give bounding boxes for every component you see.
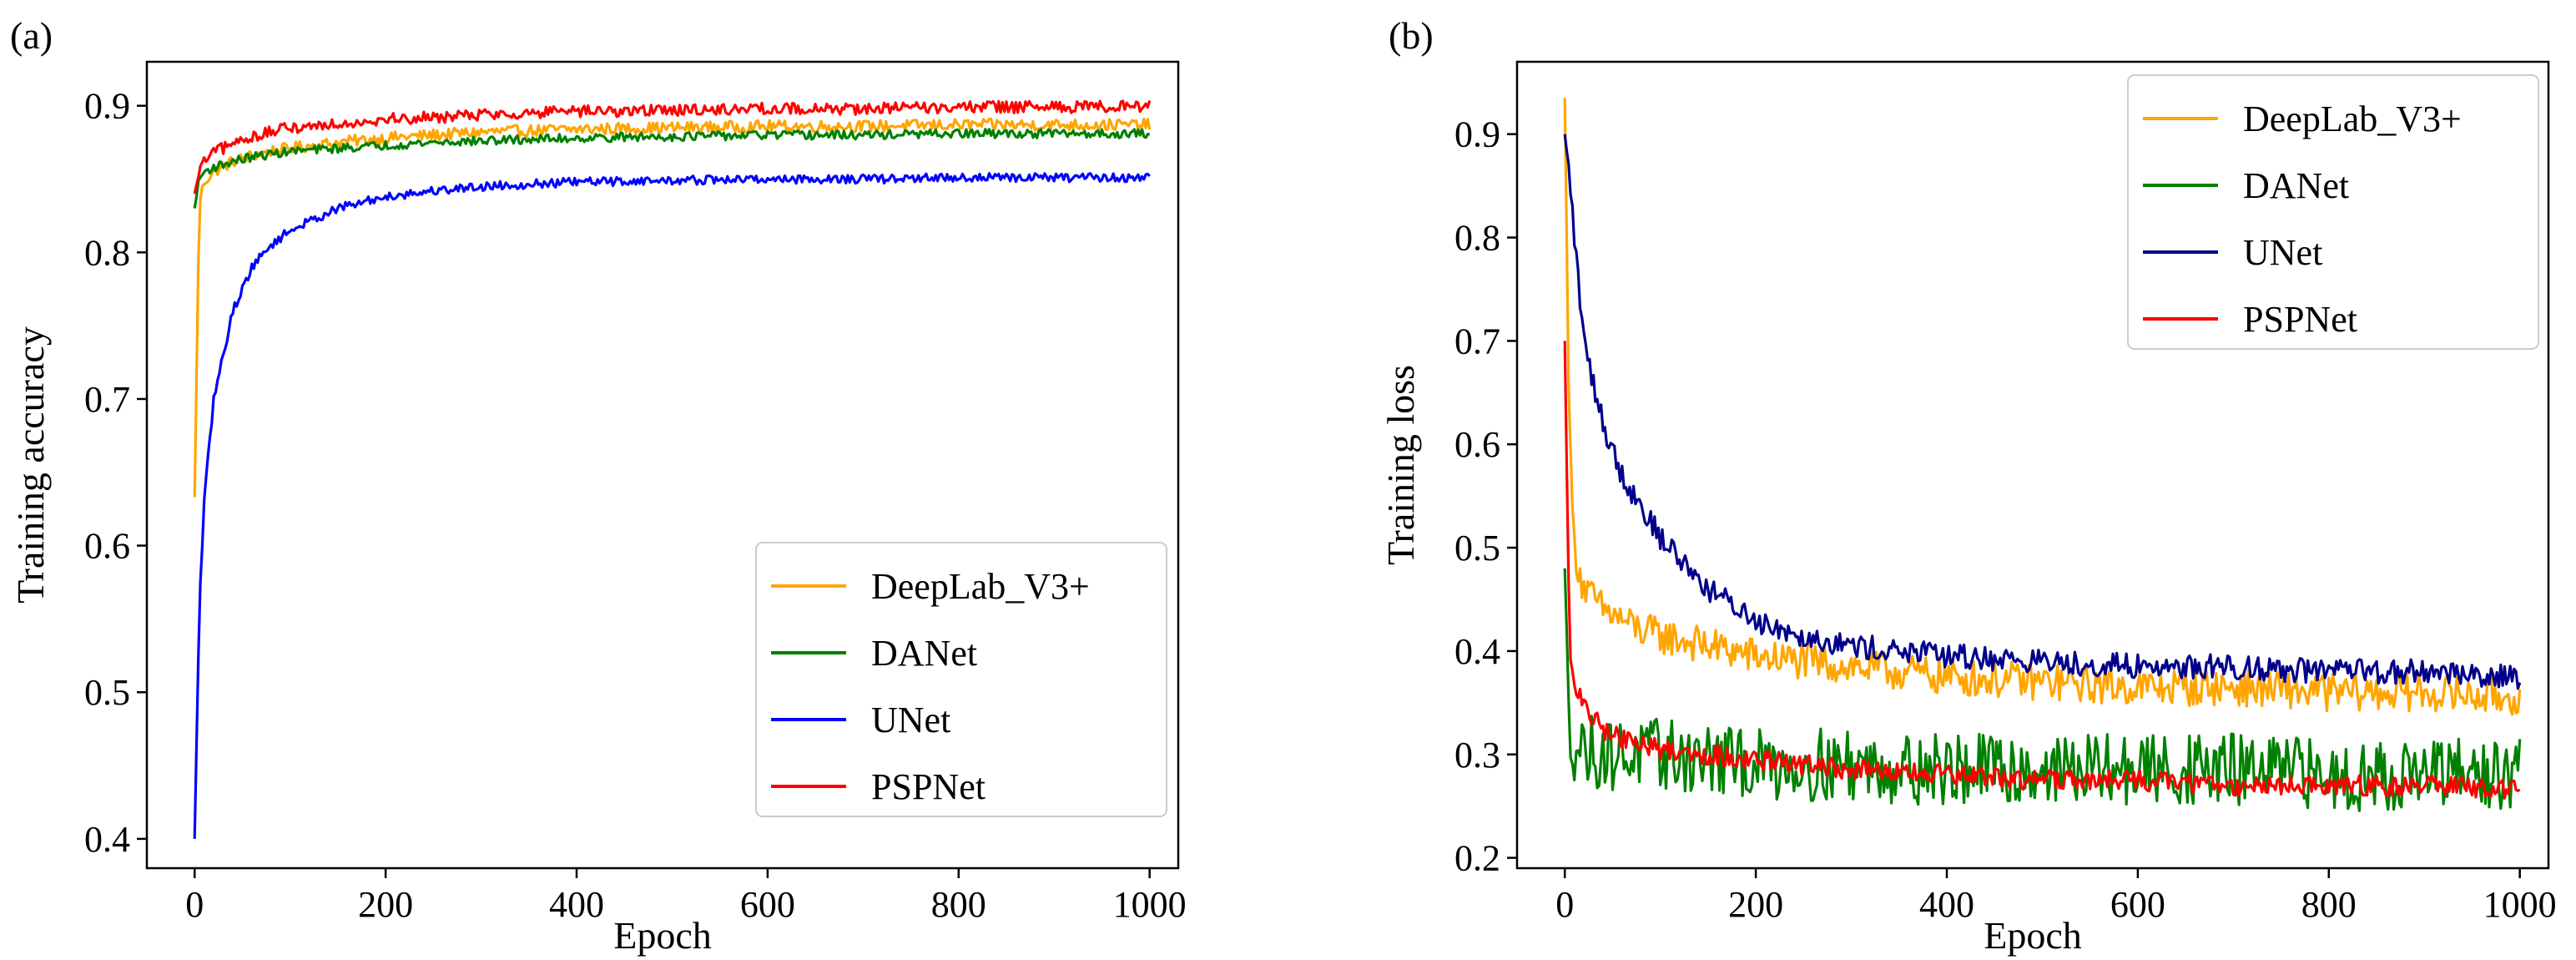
panel-a-y-tick-label: 0.4 <box>84 819 130 860</box>
panel-b-plot-frame <box>1515 60 2550 870</box>
panel-b-x-tick-label: 600 <box>2110 884 2165 925</box>
panel-a-x-tick-label: 200 <box>358 884 413 925</box>
panel-label-a: (a) <box>10 14 53 57</box>
panel-a-x-tick-label: 0 <box>185 884 204 925</box>
panel-b-series-unet <box>1563 134 2522 690</box>
panel-a-y-ticks: 0.4 0.5 0.6 0.7 0.8 0.9 <box>84 86 147 860</box>
panel-b-legend: DeepLab_V3+ DANet UNet PSPNet <box>2127 74 2539 350</box>
panel-a-x-tick-label: 600 <box>740 884 795 925</box>
panel-b-y-tick-label: 0.6 <box>1454 424 1500 465</box>
panel-b-y-tick-label: 0.2 <box>1454 838 1500 879</box>
panel-a-plot-frame <box>145 60 1180 870</box>
panel-b-legend-box <box>2127 74 2539 350</box>
panel-b-y-ticks: 0.2 0.3 0.4 0.5 0.6 0.7 0.8 0.9 <box>1454 114 1517 879</box>
panel-a: (a) 0 200 400 600 800 1000 0.4 0.5 0.6 0.7 0.8 0.9… <box>9 14 1187 957</box>
panel-a-x-tick-label: 800 <box>931 884 986 925</box>
panel-a-x-axis-label: Epoch <box>613 914 712 957</box>
panel-b-x-tick-label: 0 <box>1555 884 1574 925</box>
panel-a-y-tick-label: 0.9 <box>84 86 130 127</box>
panel-a-legend-box <box>755 542 1167 817</box>
panel-a-x-tick-label: 400 <box>549 884 604 925</box>
panel-b-x-tick-label: 400 <box>1919 884 1974 925</box>
panel-a-legend: DeepLab_V3+ DANet UNet PSPNet <box>755 542 1167 817</box>
panel-b-y-axis-label: Training loss <box>1379 365 1422 565</box>
panel-b-legend-label-deeplab-v3: DeepLab_V3+ <box>2243 99 2462 139</box>
panel-a-x-ticks: 0 200 400 600 800 1000 <box>185 868 1187 925</box>
panel-b-x-axis-label: Epoch <box>1984 914 2082 957</box>
panel-b-y-tick-label: 0.7 <box>1454 321 1500 361</box>
panel-b-series-pspnet <box>1563 341 2521 800</box>
panel-label-b: (b) <box>1389 14 1434 57</box>
panel-b-x-tick-label: 800 <box>2301 884 2357 925</box>
panel-a-y-tick-label: 0.7 <box>84 379 130 420</box>
panel-a-y-tick-label: 0.8 <box>84 232 130 273</box>
panel-b-y-tick-label: 0.5 <box>1454 528 1500 568</box>
panel-b-x-ticks: 0 200 400 600 800 1000 <box>1555 868 2557 925</box>
panel-b-legend-label-danet: DANet <box>2243 165 2349 206</box>
panel-b-x-tick-label: 1000 <box>2483 884 2557 925</box>
panel-a-legend-label-pspnet: PSPNet <box>871 766 986 807</box>
panel-b-legend-label-unet: UNet <box>2243 232 2322 273</box>
panel-b-y-tick-label: 0.3 <box>1454 735 1500 776</box>
panel-a-y-tick-label: 0.6 <box>84 526 130 567</box>
panel-b: (b) 0 200 400 600 800 1000 0.2 0.3 0.4 0.5 0.6 0.7… <box>1379 14 2557 957</box>
panel-a-series-deeplab-v3 <box>193 117 1152 498</box>
panel-b-legend-label-pspnet: PSPNet <box>2243 299 2357 340</box>
panel-a-legend-label-unet: UNet <box>871 700 950 740</box>
panel-b-y-tick-label: 0.9 <box>1454 114 1500 155</box>
panel-b-y-tick-label: 0.4 <box>1454 631 1500 672</box>
panel-b-series <box>1563 98 2522 812</box>
panel-b-y-tick-label: 0.8 <box>1454 218 1500 259</box>
panel-b-series-deeplab-v3 <box>1563 98 2522 716</box>
panel-a-legend-label-danet: DANet <box>871 633 977 674</box>
panel-a-legend-label-deeplab-v3: DeepLab_V3+ <box>871 566 1090 607</box>
panel-a-series-danet <box>193 128 1151 209</box>
panel-a-series <box>193 99 1152 839</box>
panel-a-x-tick-label: 1000 <box>1113 884 1187 925</box>
panel-a-y-tick-label: 0.5 <box>84 672 130 713</box>
panel-a-y-axis-label: Training accuracy <box>9 326 52 604</box>
panel-b-x-tick-label: 200 <box>1728 884 1783 925</box>
panel-a-series-unet <box>193 172 1151 839</box>
panel-a-series-pspnet <box>193 99 1152 195</box>
